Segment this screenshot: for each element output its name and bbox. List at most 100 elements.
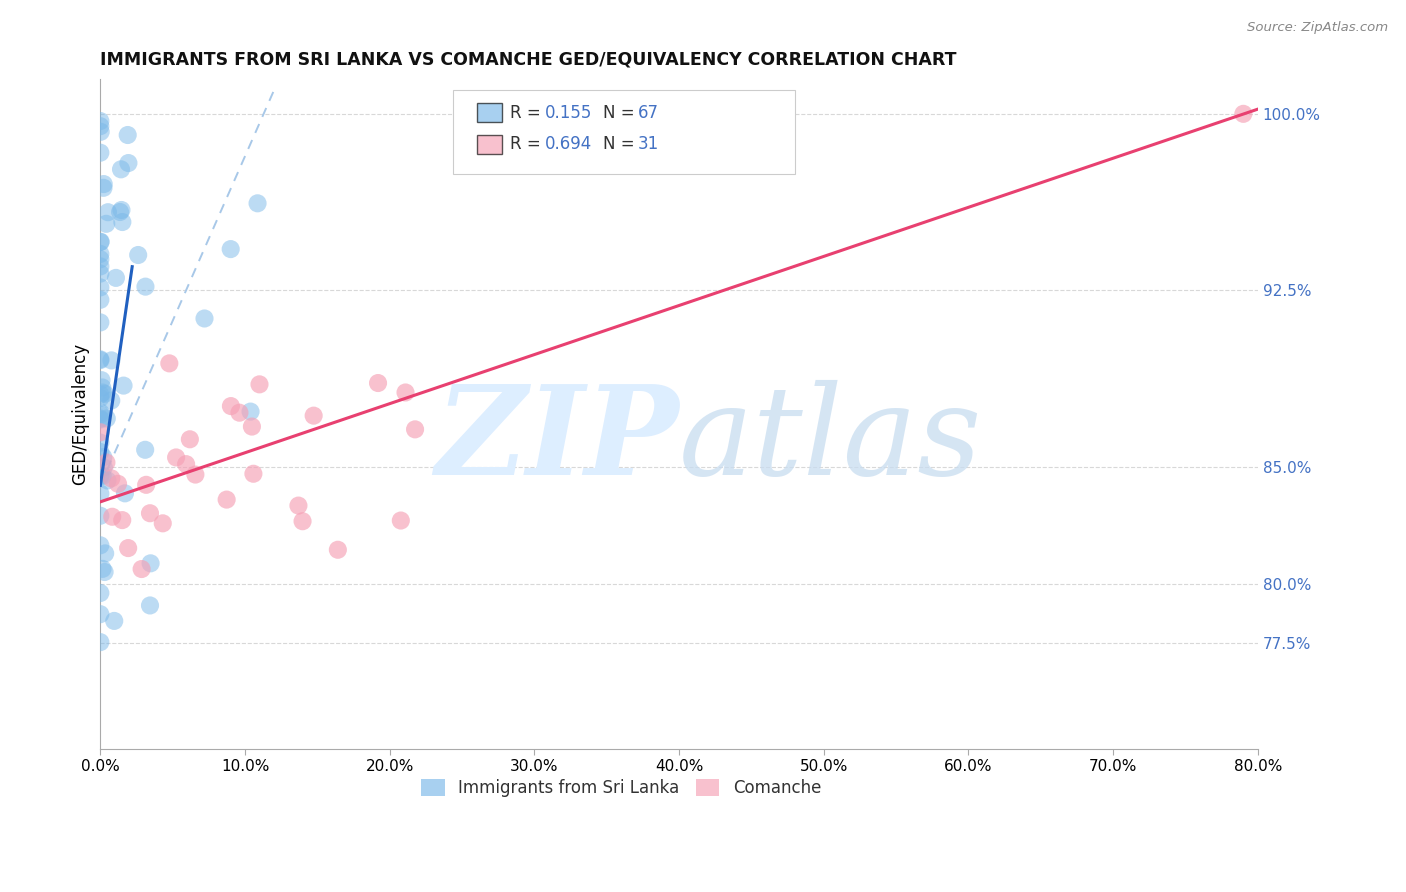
Point bbox=[404, 422, 426, 436]
Point bbox=[90, 373, 112, 387]
Point bbox=[139, 506, 162, 520]
Point bbox=[91, 450, 114, 464]
Point bbox=[91, 380, 114, 394]
Text: 67: 67 bbox=[637, 103, 658, 121]
Point bbox=[89, 352, 111, 367]
Point bbox=[127, 248, 149, 262]
FancyBboxPatch shape bbox=[477, 103, 502, 122]
Point bbox=[89, 411, 111, 425]
Text: N =: N = bbox=[603, 103, 640, 121]
Point bbox=[139, 557, 162, 571]
Point bbox=[246, 196, 269, 211]
Point bbox=[89, 538, 111, 552]
Point bbox=[89, 635, 111, 649]
Point bbox=[96, 456, 118, 470]
Point bbox=[93, 460, 115, 475]
Point bbox=[104, 271, 127, 285]
Y-axis label: GED/Equivalency: GED/Equivalency bbox=[72, 343, 89, 484]
Point bbox=[114, 486, 136, 500]
Point bbox=[89, 280, 111, 294]
Point bbox=[1232, 107, 1254, 121]
Point bbox=[135, 478, 157, 492]
Point bbox=[89, 252, 111, 267]
FancyBboxPatch shape bbox=[477, 135, 502, 153]
Point bbox=[184, 467, 207, 482]
Point bbox=[89, 508, 111, 523]
Point bbox=[107, 476, 129, 491]
Point bbox=[287, 499, 309, 513]
Point bbox=[193, 311, 215, 326]
Point bbox=[89, 353, 111, 368]
Point bbox=[134, 279, 156, 293]
Point bbox=[89, 412, 111, 426]
Point bbox=[249, 377, 271, 392]
Text: 31: 31 bbox=[637, 136, 658, 153]
Point bbox=[215, 492, 238, 507]
Point bbox=[110, 162, 132, 177]
Point bbox=[165, 450, 187, 465]
Point bbox=[100, 393, 122, 408]
Point bbox=[110, 202, 132, 217]
Point bbox=[394, 385, 416, 400]
Point bbox=[134, 442, 156, 457]
Point bbox=[89, 293, 111, 307]
Point bbox=[108, 205, 131, 219]
Point bbox=[90, 125, 112, 139]
Point bbox=[240, 419, 263, 434]
Text: 0.155: 0.155 bbox=[546, 103, 592, 121]
Point bbox=[89, 607, 111, 622]
Point bbox=[89, 435, 111, 450]
Point bbox=[89, 425, 111, 440]
Point bbox=[157, 356, 180, 370]
Point bbox=[117, 156, 139, 170]
Point bbox=[97, 205, 120, 219]
Point bbox=[103, 614, 125, 628]
Point bbox=[91, 562, 114, 576]
Point bbox=[239, 404, 262, 418]
Text: R =: R = bbox=[510, 136, 546, 153]
Point bbox=[89, 391, 111, 405]
Point bbox=[91, 469, 114, 483]
Point bbox=[101, 509, 124, 524]
Text: Source: ZipAtlas.com: Source: ZipAtlas.com bbox=[1247, 21, 1388, 34]
Text: N =: N = bbox=[603, 136, 640, 153]
Point bbox=[89, 445, 111, 459]
Point bbox=[89, 315, 111, 329]
Point bbox=[179, 432, 201, 446]
Point bbox=[302, 409, 325, 423]
Point bbox=[131, 562, 153, 576]
FancyBboxPatch shape bbox=[453, 90, 794, 174]
Point bbox=[219, 399, 242, 413]
Point bbox=[91, 385, 114, 400]
Point bbox=[111, 215, 134, 229]
Point bbox=[89, 387, 111, 401]
Point bbox=[89, 408, 111, 422]
Point bbox=[367, 376, 389, 390]
Point bbox=[242, 467, 264, 481]
Point bbox=[93, 565, 115, 579]
Text: IMMIGRANTS FROM SRI LANKA VS COMANCHE GED/EQUIVALENCY CORRELATION CHART: IMMIGRANTS FROM SRI LANKA VS COMANCHE GE… bbox=[100, 51, 957, 69]
Point bbox=[89, 235, 111, 249]
Point bbox=[89, 486, 111, 500]
Point bbox=[89, 119, 111, 133]
Point bbox=[219, 242, 242, 256]
Point bbox=[100, 353, 122, 368]
Point bbox=[174, 457, 197, 471]
Point bbox=[152, 516, 174, 531]
Point bbox=[93, 177, 115, 191]
Point bbox=[94, 546, 117, 560]
Point bbox=[96, 217, 118, 231]
Point bbox=[89, 468, 111, 483]
Point bbox=[96, 411, 118, 425]
Point bbox=[291, 514, 314, 528]
Point bbox=[94, 386, 117, 401]
Text: 0.694: 0.694 bbox=[546, 136, 592, 153]
Point bbox=[90, 235, 112, 249]
Text: atlas: atlas bbox=[679, 380, 983, 501]
Point bbox=[117, 541, 139, 555]
Text: R =: R = bbox=[510, 103, 546, 121]
Point bbox=[228, 406, 250, 420]
Text: ZIP: ZIP bbox=[436, 380, 679, 501]
Point bbox=[89, 247, 111, 261]
Point bbox=[89, 145, 111, 160]
